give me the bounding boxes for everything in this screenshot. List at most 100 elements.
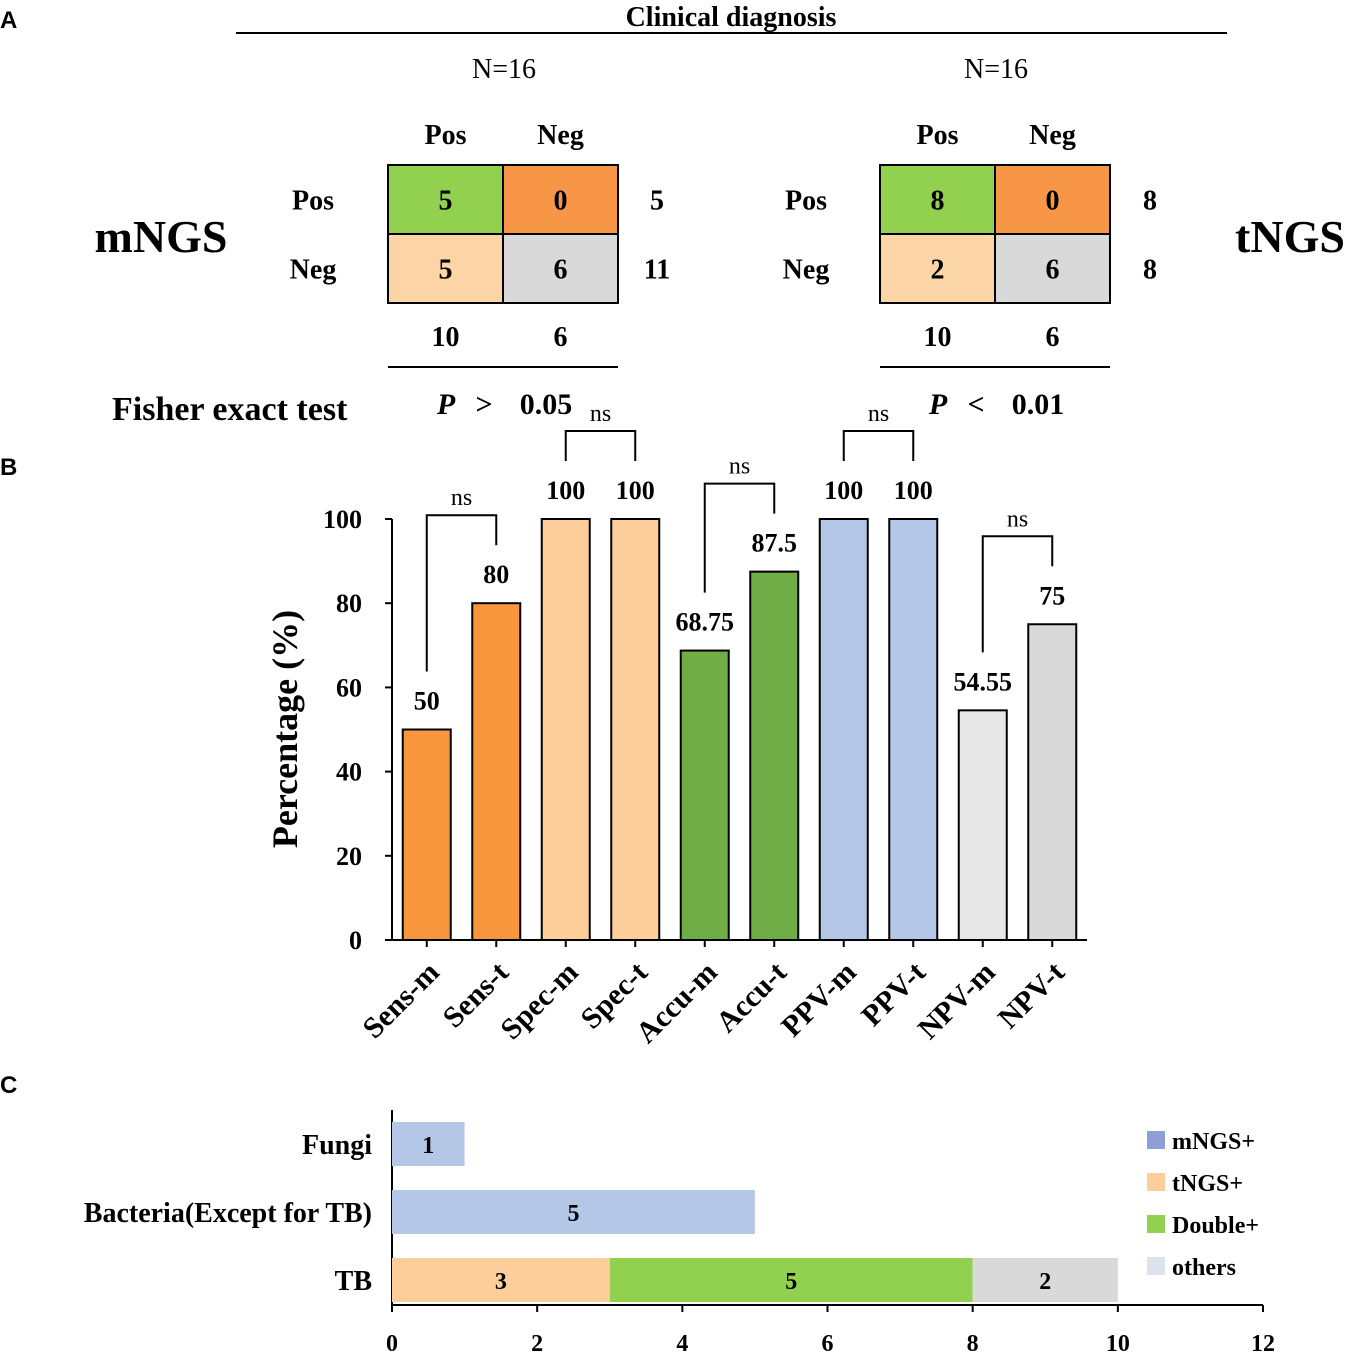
p-symbol-mngs: P <box>436 388 456 421</box>
significance-label: ns <box>451 485 472 511</box>
table-cell-mngs <box>502 233 619 304</box>
contingency-table-tngs: N=16 tNGS Pos Neg Pos Neg 8 0 2 6 8 8 10 6 P <0.01 <box>783 54 1345 421</box>
significance-label: ns <box>1007 506 1028 532</box>
bar-value-label: 100 <box>616 476 655 505</box>
col-total-tngs: 10 <box>924 322 952 353</box>
x-tick-label: NPV-m <box>912 956 1002 1046</box>
n-label-tngs: N=16 <box>964 54 1028 85</box>
significance-label: ns <box>729 454 750 480</box>
row-label-mngs: Pos <box>292 186 334 217</box>
bar-spec-m <box>540 518 591 941</box>
chart-c-plot: 0 2 4 6 8 10 12 Fungi 1 Bacteria(Except for TB) 5 T… <box>84 1110 1275 1357</box>
bar-ppv-m <box>818 518 869 941</box>
x-tick-label: 10 <box>1106 1331 1130 1357</box>
clinical-diagnosis-header: Clinical diagnosis <box>626 2 837 33</box>
p-operator-tngs: < <box>967 388 984 421</box>
bar-segment <box>392 1258 610 1302</box>
bar-value-label: 54.55 <box>954 667 1013 696</box>
col-label-mngs: Pos <box>425 120 467 151</box>
col-total-mngs: 6 <box>554 322 568 353</box>
bar-accu-m <box>679 649 730 941</box>
contingency-table-mngs: N=16 mNGS Pos Neg Pos Neg 5 0 5 6 5 11 10 6 P >0.05 <box>95 54 671 421</box>
p-symbol-tngs: P <box>928 388 948 421</box>
x-tick-label: 0 <box>386 1331 398 1357</box>
table-cell-tngs <box>994 164 1111 235</box>
chart-b-ylabel: Percentage (%) <box>265 610 305 848</box>
row-total-tngs: 8 <box>1143 186 1157 217</box>
panel-a: A Clinical diagnosis Fisher exact test N… <box>0 2 1345 428</box>
x-tick-label: 2 <box>531 1331 543 1357</box>
legend-label: others <box>1172 1255 1236 1281</box>
segment-value-label: 5 <box>785 1269 797 1295</box>
x-tick-label: PPV-m <box>775 956 863 1044</box>
table-cell-value-mngs: 6 <box>554 255 568 286</box>
row-label-tngs: Neg <box>783 255 830 286</box>
bar-value-label: 80 <box>483 560 509 589</box>
y-tick-label: 80 <box>336 589 362 618</box>
significance-bracket <box>564 430 637 461</box>
bar-ppv-t <box>888 518 939 941</box>
legend-label: Double+ <box>1172 1213 1259 1239</box>
table-cell-value-tngs: 8 <box>931 186 945 217</box>
method-label-tngs: tNGS <box>1235 211 1345 262</box>
x-tick-label: Spec-m <box>494 956 585 1047</box>
col-label-mngs: Neg <box>537 120 584 151</box>
table-cell-value-tngs: 2 <box>931 255 945 286</box>
table-cell-value-mngs: 5 <box>439 255 453 286</box>
category-label: TB <box>335 1266 372 1297</box>
bar-sens-t <box>471 602 522 941</box>
x-tick-label: Sens-m <box>356 956 445 1045</box>
bar-npv-t <box>1027 623 1078 941</box>
x-tick-label: 12 <box>1251 1331 1275 1357</box>
col-label-tngs: Pos <box>917 120 959 151</box>
x-tick-label: 6 <box>822 1331 834 1357</box>
segment-value-label: 2 <box>1039 1269 1051 1295</box>
bar-segment <box>392 1122 465 1166</box>
segment-value-label: 5 <box>567 1201 579 1227</box>
segment-value-label: 3 <box>495 1269 507 1295</box>
table-cell-value-tngs: 0 <box>1046 186 1060 217</box>
significance-label: ns <box>868 401 889 427</box>
bar-value-label: 87.5 <box>752 529 798 558</box>
bar-segment <box>609 1258 973 1302</box>
bar-npv-m <box>957 709 1008 941</box>
chart-b-plot: 02040608010050Sens-m80Sens-t100Spec-m100… <box>323 401 1087 1050</box>
method-label-mngs: mNGS <box>95 211 228 262</box>
col-total-mngs: 10 <box>432 322 460 353</box>
significance-bracket <box>981 535 1054 653</box>
y-tick-label: 40 <box>336 758 362 787</box>
panel-c-letter: C <box>0 1072 17 1099</box>
table-cell-mngs <box>502 164 619 235</box>
bar-sens-m <box>401 728 452 941</box>
legend-swatch-double-pos <box>1147 1215 1165 1233</box>
table-cell-mngs <box>387 233 504 304</box>
category-label: Fungi <box>302 1130 372 1161</box>
legend-label: tNGS+ <box>1172 1171 1243 1197</box>
fisher-test-label: Fisher exact test <box>112 391 348 428</box>
y-tick-label: 20 <box>336 842 362 871</box>
bar-value-label: 50 <box>414 687 440 716</box>
bar-value-label: 100 <box>894 476 933 505</box>
bar-value-label: 100 <box>824 476 863 505</box>
table-cell-tngs <box>879 233 996 304</box>
segment-value-label: 1 <box>422 1133 434 1159</box>
p-value-tngs: 0.01 <box>1012 388 1065 421</box>
panel-b-letter: B <box>0 454 17 481</box>
bar-segment <box>392 1190 755 1234</box>
x-tick-label: 4 <box>676 1331 688 1357</box>
significance-bracket <box>425 514 498 672</box>
bar-segment <box>972 1258 1118 1302</box>
bar-value-label: 68.75 <box>676 608 735 637</box>
p-operator-mngs: > <box>475 388 492 421</box>
bar-spec-t <box>610 518 661 941</box>
row-total-tngs: 8 <box>1143 255 1157 286</box>
panel-a-letter: A <box>0 7 17 34</box>
panel-b: B Percentage (%) 0 20 40 60 80 100 50 Sens-m 80 S… <box>0 401 1087 1050</box>
x-tick-label: NPV-t <box>992 956 1071 1035</box>
significance-bracket <box>703 482 776 593</box>
table-cell-tngs <box>994 233 1111 304</box>
y-tick-label: 0 <box>349 926 362 955</box>
significance-bracket <box>842 430 915 461</box>
row-label-mngs: Neg <box>290 255 337 286</box>
